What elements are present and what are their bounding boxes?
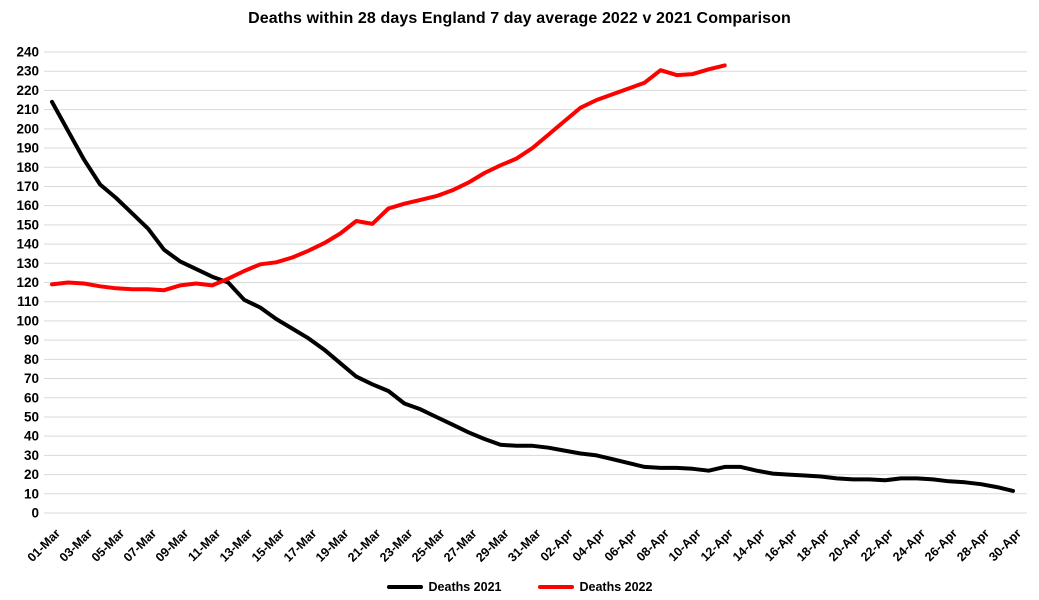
y-tick-label: 0 [31,506,39,521]
y-tick-label: 50 [24,409,39,424]
x-tick-label: 23-Mar [377,526,415,564]
y-tick-label: 70 [24,371,39,386]
x-tick-label: 29-Mar [473,526,511,564]
chart-legend: Deaths 2021 Deaths 2022 [0,580,1039,594]
series-line-deaths-2021 [50,99,1015,493]
y-tick-label: 220 [16,83,39,98]
series-line-deaths-2022 [50,63,727,293]
y-tick-label: 140 [16,237,39,252]
x-tick-label: 19-Mar [313,526,351,564]
x-tick-label: 22-Apr [858,526,896,564]
x-tick-label: 17-Mar [281,526,319,564]
y-tick-label: 80 [24,352,39,367]
x-tick-label: 06-Apr [602,526,640,564]
x-axis-labels: 01-Mar03-Mar05-Mar07-Mar09-Mar11-Mar13-M… [25,526,1024,564]
x-tick-label: 27-Mar [441,526,479,564]
y-tick-label: 210 [16,102,39,117]
y-tick-label: 120 [16,275,39,290]
x-tick-label: 18-Apr [794,526,832,564]
legend-swatch-2022 [537,585,574,589]
x-tick-label: 30-Apr [986,526,1024,564]
x-tick-label: 12-Apr [698,526,736,564]
x-tick-label: 11-Mar [185,526,223,564]
y-tick-label: 90 [24,333,39,348]
x-tick-label: 10-Apr [666,526,704,564]
x-tick-label: 13-Mar [217,526,255,564]
chart-title: Deaths within 28 days England 7 day aver… [248,10,791,27]
y-tick-label: 20 [24,467,39,482]
y-tick-label: 240 [16,45,39,60]
y-tick-label: 170 [16,179,39,194]
x-tick-label: 24-Apr [890,526,928,564]
legend-item-2021: Deaths 2021 [386,580,502,594]
y-tick-label: 10 [24,486,39,501]
legend-label-2021: Deaths 2021 [428,580,502,594]
x-tick-label: 20-Apr [826,526,864,564]
legend-item-2022: Deaths 2022 [537,580,653,594]
x-tick-label: 25-Mar [409,526,447,564]
gridlines-group [44,51,1027,514]
y-tick-label: 160 [16,198,39,213]
y-tick-label: 200 [16,121,39,136]
x-tick-label: 28-Apr [954,526,992,564]
y-tick-label: 40 [24,429,39,444]
y-tick-label: 130 [16,256,39,271]
x-tick-label: 21-Mar [345,526,383,564]
y-tick-label: 190 [16,141,39,156]
y-tick-label: 30 [24,448,39,463]
x-tick-label: 26-Apr [922,526,960,564]
x-tick-label: 31-Mar [505,526,543,564]
y-tick-label: 180 [16,160,39,175]
x-tick-label: 08-Apr [634,526,672,564]
y-tick-label: 60 [24,390,39,405]
y-tick-label: 230 [16,64,39,79]
x-tick-label: 16-Apr [762,526,800,564]
series-lines [50,63,1015,493]
x-tick-label: 07-Mar [121,526,159,564]
x-tick-label: 09-Mar [153,526,191,564]
x-tick-label: 02-Apr [538,526,576,564]
legend-label-2022: Deaths 2022 [579,580,653,594]
x-tick-label: 04-Apr [570,526,608,564]
y-tick-label: 100 [16,313,39,328]
y-tick-label: 150 [16,217,39,232]
x-tick-label: 14-Apr [730,526,768,564]
legend-swatch-2021 [386,585,423,589]
x-tick-label: 01-Mar [25,526,63,564]
x-tick-label: 15-Mar [249,526,287,564]
y-tick-label: 110 [17,294,39,309]
x-tick-label: 03-Mar [57,526,95,564]
x-tick-label: 05-Mar [89,526,127,564]
y-axis-labels: 0 10 20 30 40 50 60 70 80 90 100 110 120 130 140 150 160… [16,45,39,521]
